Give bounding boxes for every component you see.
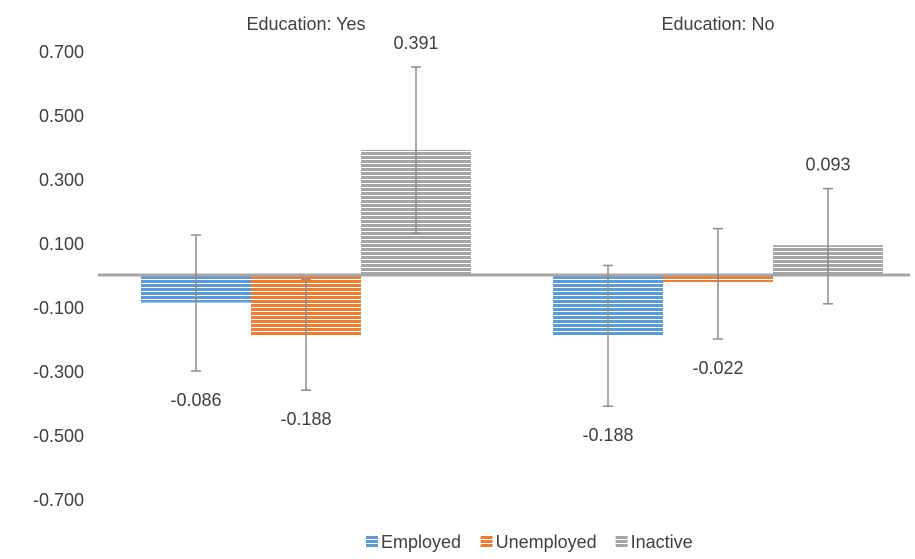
- group-label: Education: No: [661, 14, 774, 34]
- data-label: -0.086: [170, 390, 221, 410]
- legend-swatch-unemployed: [480, 536, 493, 548]
- data-label: -0.188: [582, 425, 633, 445]
- data-label: -0.188: [280, 409, 331, 429]
- legend: Employed Unemployed Inactive: [366, 532, 693, 552]
- data-label: 0.391: [393, 33, 438, 53]
- y-tick-label: -0.100: [33, 298, 84, 318]
- legend-label: Employed: [381, 532, 461, 552]
- data-label: -0.022: [692, 358, 743, 378]
- y-tick-label: 0.300: [39, 170, 84, 190]
- legend-label: Unemployed: [496, 532, 597, 552]
- legend-swatch-employed: [366, 536, 378, 548]
- legend-swatch-inactive: [615, 536, 628, 548]
- y-tick-label: -0.500: [33, 426, 84, 446]
- data-label: 0.093: [805, 155, 850, 175]
- group-label: Education: Yes: [246, 14, 365, 34]
- y-tick-label: 0.100: [39, 234, 84, 254]
- y-tick-label: 0.700: [39, 42, 84, 62]
- y-tick-label: -0.700: [33, 490, 84, 510]
- data-labels: -0.086 -0.188 -0.188 -0.022 0.391 0.093: [170, 33, 850, 445]
- error-bars: [191, 66, 833, 407]
- bars: [141, 149, 883, 336]
- y-axis-tick-labels: 0.700 0.500 0.300 0.100 -0.100 -0.300 -0.500 -0…: [33, 42, 84, 510]
- legend-label: Inactive: [631, 532, 693, 552]
- y-tick-label: -0.300: [33, 362, 84, 382]
- group-labels: Education: Yes Education: No: [246, 14, 774, 34]
- y-tick-label: 0.500: [39, 106, 84, 126]
